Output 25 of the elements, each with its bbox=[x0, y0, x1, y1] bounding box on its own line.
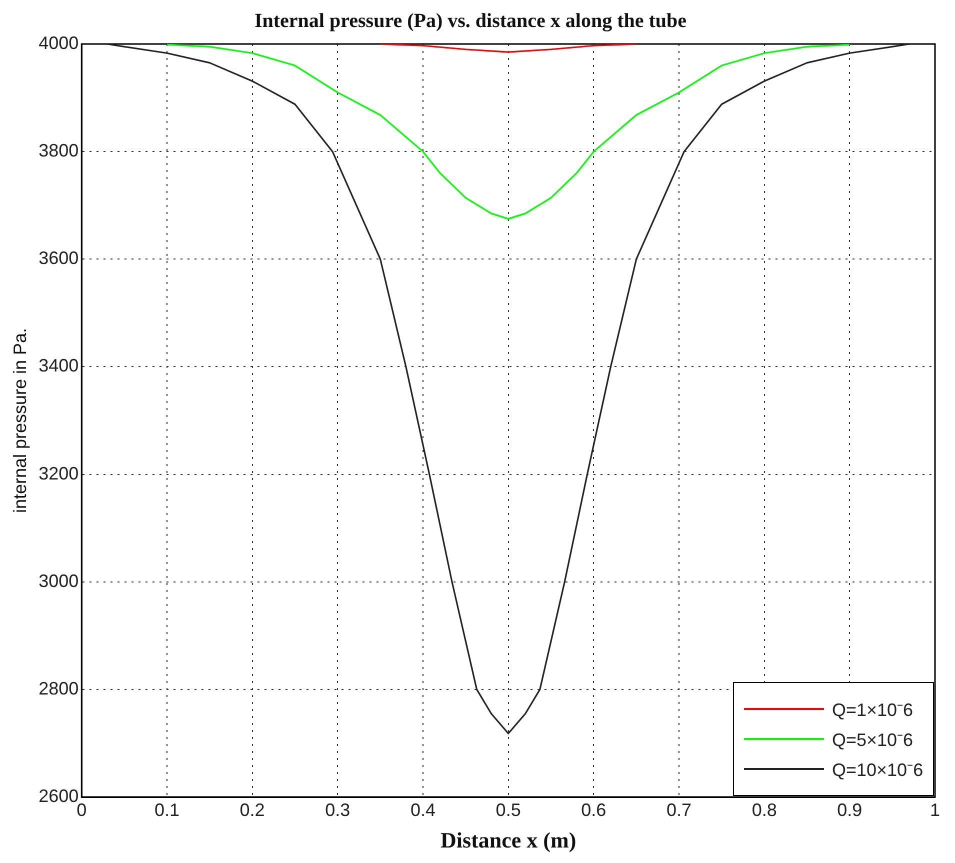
x-tick-label: 0.4 bbox=[410, 800, 436, 820]
y-tick-label: 4000 bbox=[38, 32, 79, 53]
legend-label: Q=10×10⁻6 bbox=[832, 759, 924, 781]
legend-label: Q=1×10⁻6 bbox=[832, 699, 914, 721]
y-tick-label: 3800 bbox=[38, 140, 79, 161]
chart-title: Internal pressure (Pa) vs. distance x along the tube bbox=[254, 10, 687, 32]
y-tick-label: 3200 bbox=[38, 463, 79, 484]
legend-label: Q=5×10⁻6 bbox=[832, 729, 914, 751]
x-tick-label: 0.7 bbox=[666, 800, 692, 820]
y-tick-label: 2800 bbox=[38, 678, 79, 698]
x-tick-label: 1 bbox=[930, 800, 940, 820]
x-tick-label: 0.1 bbox=[154, 800, 180, 820]
x-tick-label: 0.8 bbox=[752, 800, 777, 820]
y-tick-label: 2600 bbox=[38, 786, 79, 806]
x-tick-label: 0.2 bbox=[240, 800, 265, 820]
x-tick-label: 0.6 bbox=[581, 800, 606, 820]
y-axis-title: internal pressure in Pa. bbox=[10, 328, 30, 514]
x-axis-title: Distance x (m) bbox=[440, 827, 576, 852]
y-tick-label: 3400 bbox=[38, 356, 79, 376]
x-tick-label: 0.9 bbox=[837, 800, 862, 820]
y-tick-label: 3600 bbox=[38, 248, 79, 268]
y-tick-label: 3000 bbox=[38, 570, 79, 591]
x-tick-label: 0 bbox=[76, 800, 87, 820]
x-tick-label: 0.3 bbox=[325, 800, 350, 820]
x-tick-label: 0.5 bbox=[496, 800, 521, 820]
